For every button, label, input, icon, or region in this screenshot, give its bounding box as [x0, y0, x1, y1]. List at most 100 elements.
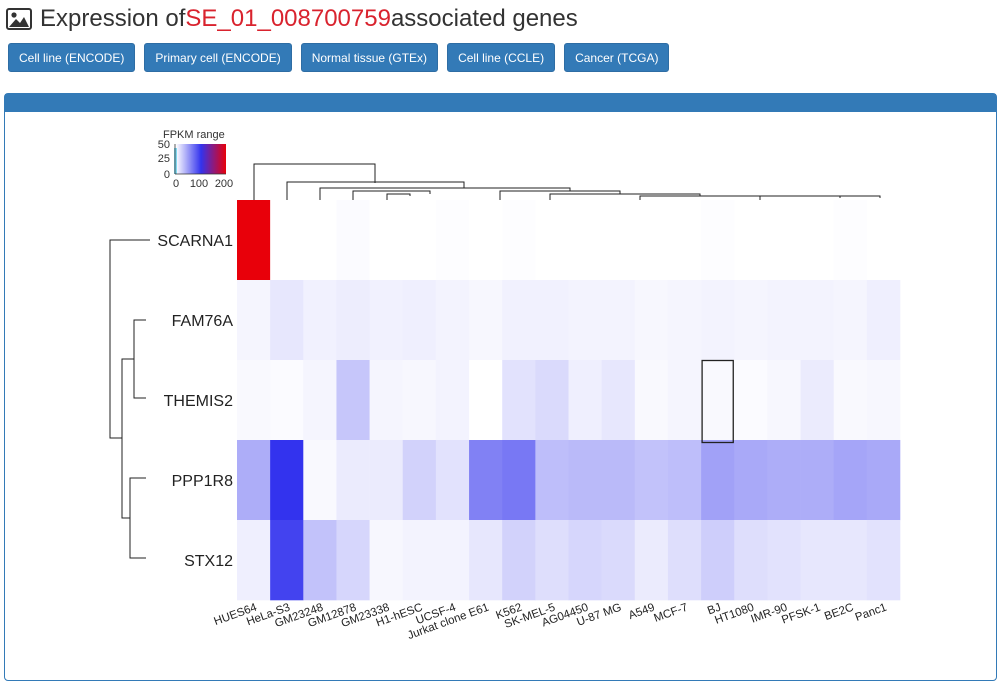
- heatmap-cell[interactable]: [601, 360, 636, 441]
- heatmap-cell[interactable]: [402, 360, 437, 441]
- heatmap-cell[interactable]: [800, 520, 834, 601]
- tab-cancer-tcga[interactable]: Cancer (TCGA): [564, 43, 670, 72]
- heatmap-cell[interactable]: [866, 440, 901, 521]
- heatmap-cell[interactable]: [767, 360, 801, 441]
- heatmap-cell[interactable]: [568, 520, 602, 601]
- tab-primary-cell-encode[interactable]: Primary cell (ENCODE): [144, 43, 292, 72]
- heatmap-cell[interactable]: [767, 440, 801, 521]
- heatmap-cell[interactable]: [833, 200, 868, 281]
- heatmap-cell[interactable]: [502, 440, 536, 521]
- heatmap-cell[interactable]: [469, 520, 503, 601]
- heatmap-cell[interactable]: [535, 200, 569, 281]
- heatmap-cell[interactable]: [369, 520, 404, 601]
- heatmap-cell[interactable]: [667, 280, 702, 361]
- heatmap-cell[interactable]: [833, 280, 868, 361]
- heatmap-cell[interactable]: [336, 360, 370, 441]
- heatmap-cell[interactable]: [435, 520, 470, 601]
- heatmap-cell[interactable]: [568, 360, 602, 441]
- heatmap-cell[interactable]: [237, 360, 271, 441]
- heatmap-cell[interactable]: [535, 440, 569, 521]
- heatmap-cell[interactable]: [502, 280, 536, 361]
- heatmap-cell[interactable]: [800, 200, 834, 281]
- heatmap-cell[interactable]: [402, 520, 437, 601]
- heatmap-cell[interactable]: [502, 200, 536, 281]
- heatmap-cell[interactable]: [535, 360, 569, 441]
- heatmap-cell[interactable]: [402, 280, 437, 361]
- heatmap-cell[interactable]: [767, 200, 801, 281]
- heatmap-cell[interactable]: [701, 280, 735, 361]
- heatmap-cell[interactable]: [369, 360, 404, 441]
- heatmap-cell[interactable]: [303, 280, 337, 361]
- heatmap-cell[interactable]: [336, 520, 370, 601]
- heatmap-cell[interactable]: [800, 440, 834, 521]
- heatmap-cell[interactable]: [701, 440, 735, 521]
- heatmap-cell[interactable]: [402, 440, 437, 521]
- heatmap-cell[interactable]: [701, 520, 735, 601]
- heatmap-cell[interactable]: [237, 440, 271, 521]
- heatmap-cell[interactable]: [303, 360, 337, 441]
- heatmap-cell[interactable]: [270, 520, 304, 601]
- heatmap-cell[interactable]: [435, 440, 470, 521]
- heatmap-cell[interactable]: [866, 280, 901, 361]
- heatmap-cell[interactable]: [469, 440, 503, 521]
- heatmap-cell[interactable]: [502, 520, 536, 601]
- heatmap-cell[interactable]: [535, 520, 569, 601]
- heatmap-cell[interactable]: [336, 280, 370, 361]
- heatmap-cell[interactable]: [734, 520, 768, 601]
- heatmap-cell[interactable]: [866, 520, 901, 601]
- tab-cell-line-ccle[interactable]: Cell line (CCLE): [447, 43, 556, 72]
- heatmap-cell[interactable]: [435, 200, 470, 281]
- heatmap-cell[interactable]: [634, 360, 669, 441]
- heatmap-cell[interactable]: [734, 360, 768, 441]
- heatmap-cell[interactable]: [568, 280, 602, 361]
- heatmap-cell[interactable]: [402, 200, 437, 281]
- heatmap-cell[interactable]: [701, 200, 735, 281]
- heatmap-cell[interactable]: [833, 360, 868, 441]
- tab-cell-line-encode[interactable]: Cell line (ENCODE): [8, 43, 136, 72]
- heatmap-cell[interactable]: [502, 360, 536, 441]
- heatmap-cell[interactable]: [568, 440, 602, 521]
- heatmap-cell[interactable]: [469, 280, 503, 361]
- heatmap-cell[interactable]: [435, 280, 470, 361]
- heatmap-cell[interactable]: [270, 280, 304, 361]
- tab-normal-tissue-gtex[interactable]: Normal tissue (GTEx): [300, 43, 439, 72]
- heatmap-cell[interactable]: [369, 440, 404, 521]
- heatmap-cell[interactable]: [435, 360, 470, 441]
- heatmap-cell[interactable]: [800, 360, 834, 441]
- heatmap-cell[interactable]: [237, 520, 271, 601]
- heatmap-cell[interactable]: [369, 200, 404, 281]
- heatmap-cell[interactable]: [634, 520, 669, 601]
- heatmap-cell[interactable]: [469, 360, 503, 441]
- heatmap-cell[interactable]: [866, 360, 901, 441]
- heatmap-cell[interactable]: [667, 360, 702, 441]
- heatmap-cell[interactable]: [336, 200, 370, 281]
- heatmap-cell[interactable]: [601, 280, 636, 361]
- heatmap-cell[interactable]: [270, 440, 304, 521]
- heatmap-cell[interactable]: [303, 520, 337, 601]
- heatmap-cell[interactable]: [767, 280, 801, 361]
- heatmap-cell[interactable]: [303, 440, 337, 521]
- heatmap-cell[interactable]: [336, 440, 370, 521]
- heatmap-cell[interactable]: [568, 200, 602, 281]
- heatmap-cell[interactable]: [701, 360, 735, 441]
- heatmap-cell[interactable]: [667, 520, 702, 601]
- heatmap-cell[interactable]: [833, 520, 868, 601]
- heatmap-cell[interactable]: [303, 200, 337, 281]
- heatmap-cell[interactable]: [601, 200, 636, 281]
- heatmap-cell[interactable]: [601, 520, 636, 601]
- heatmap-cell[interactable]: [667, 440, 702, 521]
- heatmap-cell[interactable]: [767, 520, 801, 601]
- heatmap-cell[interactable]: [369, 280, 404, 361]
- heatmap-cell[interactable]: [634, 440, 669, 521]
- heatmap-cell[interactable]: [237, 280, 271, 361]
- heatmap-cell[interactable]: [270, 200, 304, 281]
- heatmap-cell[interactable]: [634, 200, 669, 281]
- heatmap-cell[interactable]: [734, 200, 768, 281]
- heatmap-cell[interactable]: [866, 200, 901, 281]
- heatmap-cell[interactable]: [734, 280, 768, 361]
- heatmap-cell[interactable]: [734, 440, 768, 521]
- heatmap-cell[interactable]: [469, 200, 503, 281]
- heatmap-cell[interactable]: [601, 440, 636, 521]
- heatmap-cell[interactable]: [667, 200, 702, 281]
- heatmap-cell[interactable]: [833, 440, 868, 521]
